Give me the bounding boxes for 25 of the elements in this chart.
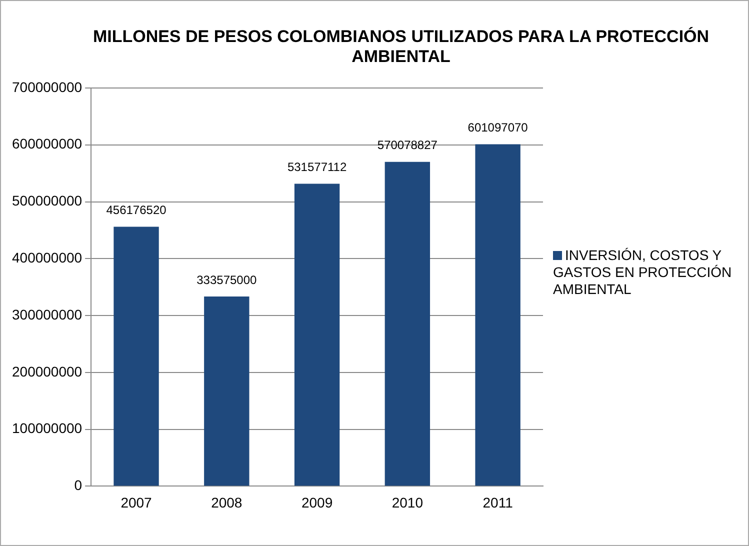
bar [475, 144, 520, 486]
data-label: 570078827 [377, 138, 438, 152]
y-tick-label: 700000000 [12, 78, 82, 95]
data-label: 333575000 [196, 272, 258, 287]
y-tick-label: 200000000 [12, 363, 82, 380]
x-tick-label: 2011 [482, 494, 514, 510]
bar [294, 184, 340, 486]
bar [384, 162, 430, 486]
y-tick-label: 0 [74, 477, 82, 494]
bar [114, 226, 159, 486]
x-tick-label: 2009 [301, 494, 333, 510]
data-label: 456176520 [106, 203, 167, 218]
y-tick-label: 600000000 [12, 136, 82, 152]
x-tick-label: 2007 [120, 494, 152, 510]
y-tick-label: 300000000 [12, 306, 82, 322]
x-tick-label: 2010 [392, 494, 424, 510]
x-tick-label: 2008 [211, 494, 242, 510]
bar [204, 296, 250, 486]
chart-title: MILLONES DE PESOS COLOMBIANOS UTILIZADOS PARA LA PROTECCIÓN AMBIENTAL [92, 27, 710, 67]
y-tick-label: 400000000 [12, 250, 82, 266]
data-label: 601097070 [468, 120, 528, 135]
legend-label: INVERSIÓN, COSTOS Y GASTOS EN PROTECCIÓN AMBIENTAL [553, 247, 733, 298]
y-tick-label: 100000000 [12, 420, 82, 436]
y-tick-label: 500000000 [12, 192, 82, 209]
data-label: 531577112 [287, 160, 347, 174]
